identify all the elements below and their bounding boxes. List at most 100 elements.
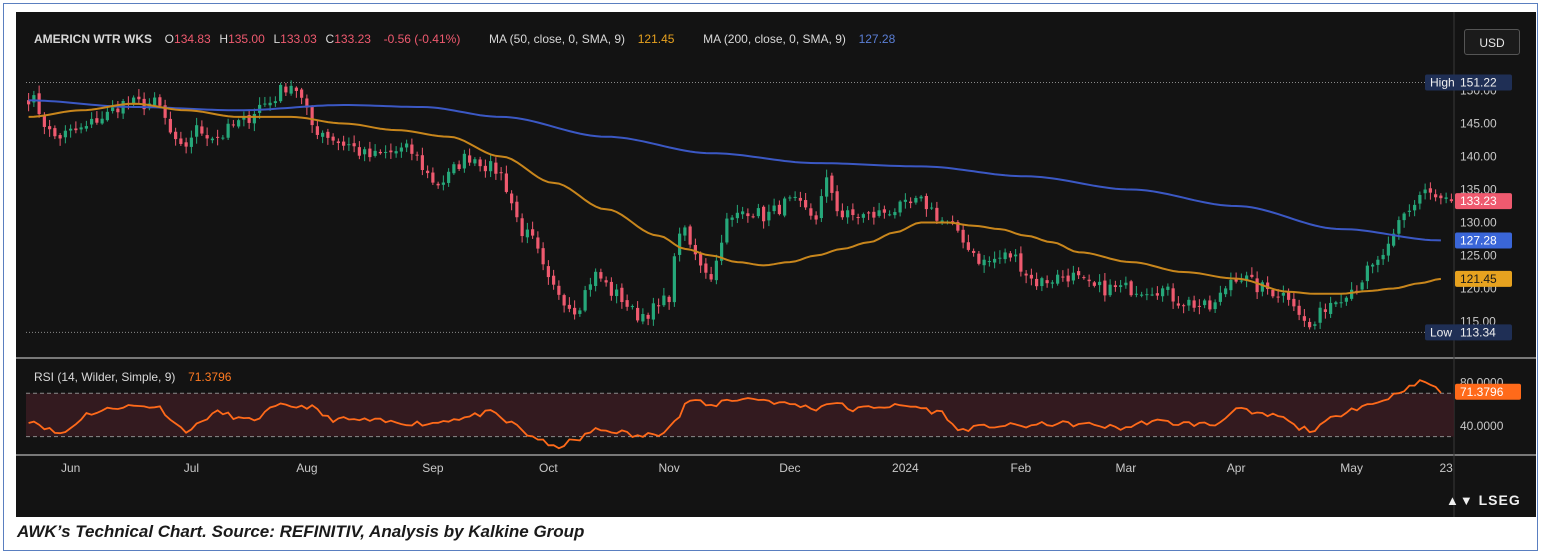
ma200-line[interactable] <box>28 99 1441 242</box>
candle-up[interactable] <box>63 130 67 138</box>
candle-up[interactable] <box>1392 233 1396 246</box>
candle-down[interactable] <box>777 204 781 215</box>
candle-down[interactable] <box>704 263 708 273</box>
candle-up[interactable] <box>363 149 367 155</box>
candle-up[interactable] <box>195 125 199 137</box>
candle-up[interactable] <box>1407 210 1411 212</box>
candle-up[interactable] <box>914 197 918 203</box>
candle-down[interactable] <box>1297 305 1301 315</box>
candle-up[interactable] <box>441 182 445 185</box>
candle-down[interactable] <box>1077 271 1081 276</box>
candle-up[interactable] <box>982 259 986 266</box>
candle-down[interactable] <box>336 141 340 144</box>
candle-down[interactable] <box>294 87 298 91</box>
candle-down[interactable] <box>216 136 220 138</box>
candle-up[interactable] <box>1245 275 1249 281</box>
candle-down[interactable] <box>137 96 141 100</box>
candle-up[interactable] <box>1339 302 1343 304</box>
candle-up[interactable] <box>583 290 587 311</box>
candle-up[interactable] <box>594 271 598 286</box>
candle-down[interactable] <box>48 126 52 130</box>
candle-down[interactable] <box>510 193 514 204</box>
candle-down[interactable] <box>368 148 372 158</box>
candle-down[interactable] <box>562 295 566 306</box>
candle-up[interactable] <box>683 227 687 236</box>
candle-down[interactable] <box>1176 303 1180 306</box>
candle-down[interactable] <box>184 142 188 147</box>
candle-down[interactable] <box>1035 278 1039 287</box>
candle-down[interactable] <box>809 208 813 216</box>
candle-down[interactable] <box>300 89 304 98</box>
candle-down[interactable] <box>657 305 661 307</box>
candle-up[interactable] <box>993 258 997 263</box>
candle-up[interactable] <box>678 233 682 255</box>
candle-down[interactable] <box>636 307 640 321</box>
candle-up[interactable] <box>1402 213 1406 221</box>
candle-down[interactable] <box>924 195 928 210</box>
candle-down[interactable] <box>1234 279 1238 282</box>
candle-up[interactable] <box>672 256 676 303</box>
candle-down[interactable] <box>163 105 167 118</box>
candle-up[interactable] <box>898 201 902 213</box>
candle-down[interactable] <box>1171 288 1175 302</box>
candle-up[interactable] <box>825 177 829 197</box>
candle-down[interactable] <box>867 212 871 214</box>
candle-down[interactable] <box>42 115 46 127</box>
candle-up[interactable] <box>347 144 351 146</box>
candle-down[interactable] <box>1308 321 1312 328</box>
candle-up[interactable] <box>720 242 724 261</box>
candle-down[interactable] <box>200 126 204 134</box>
candle-down[interactable] <box>693 245 697 255</box>
candle-up[interactable] <box>1140 294 1144 296</box>
candle-up[interactable] <box>1360 282 1364 290</box>
candle-up[interactable] <box>772 205 776 212</box>
candle-down[interactable] <box>1045 280 1049 284</box>
candle-up[interactable] <box>741 211 745 215</box>
candle-down[interactable] <box>1250 274 1254 277</box>
candle-down[interactable] <box>247 115 251 123</box>
candle-up[interactable] <box>1381 254 1385 260</box>
candle-up[interactable] <box>1119 285 1123 287</box>
candle-down[interactable] <box>625 300 629 307</box>
candle-down[interactable] <box>331 136 335 141</box>
candle-up[interactable] <box>1397 220 1401 234</box>
candle-up[interactable] <box>1108 284 1112 296</box>
candle-down[interactable] <box>1208 300 1212 310</box>
candle-up[interactable] <box>1145 294 1149 296</box>
candle-down[interactable] <box>882 209 886 213</box>
candle-down[interactable] <box>231 124 235 126</box>
candle-down[interactable] <box>1066 275 1070 282</box>
candle-down[interactable] <box>1092 282 1096 286</box>
candle-down[interactable] <box>378 151 382 154</box>
candle-up[interactable] <box>153 97 157 106</box>
rsi-line[interactable] <box>28 379 1442 450</box>
candle-down[interactable] <box>1323 309 1327 312</box>
candle-down[interactable] <box>872 211 876 218</box>
candle-up[interactable] <box>32 95 36 103</box>
candle-up[interactable] <box>1334 302 1338 305</box>
candle-down[interactable] <box>541 248 545 265</box>
candle-up[interactable] <box>1281 292 1285 296</box>
candle-down[interactable] <box>494 162 498 174</box>
candle-down[interactable] <box>830 175 834 193</box>
candle-up[interactable] <box>189 137 193 147</box>
candle-down[interactable] <box>746 213 750 217</box>
candle-up[interactable] <box>1124 282 1128 286</box>
candle-up[interactable] <box>525 229 529 238</box>
candle-down[interactable] <box>1008 253 1012 258</box>
candle-up[interactable] <box>1213 302 1217 310</box>
candle-down[interactable] <box>457 164 461 169</box>
candle-down[interactable] <box>567 304 571 309</box>
candle-up[interactable] <box>1371 264 1375 267</box>
candle-down[interactable] <box>667 296 671 303</box>
candle-up[interactable] <box>1003 252 1007 260</box>
candle-up[interactable] <box>1014 254 1018 257</box>
candle-down[interactable] <box>851 209 855 216</box>
candle-up[interactable] <box>132 97 136 104</box>
candle-down[interactable] <box>1266 282 1270 290</box>
candle-down[interactable] <box>74 128 78 131</box>
candle-down[interactable] <box>966 242 970 250</box>
candle-down[interactable] <box>751 216 755 218</box>
candle-down[interactable] <box>305 98 309 108</box>
candle-up[interactable] <box>1224 288 1228 295</box>
